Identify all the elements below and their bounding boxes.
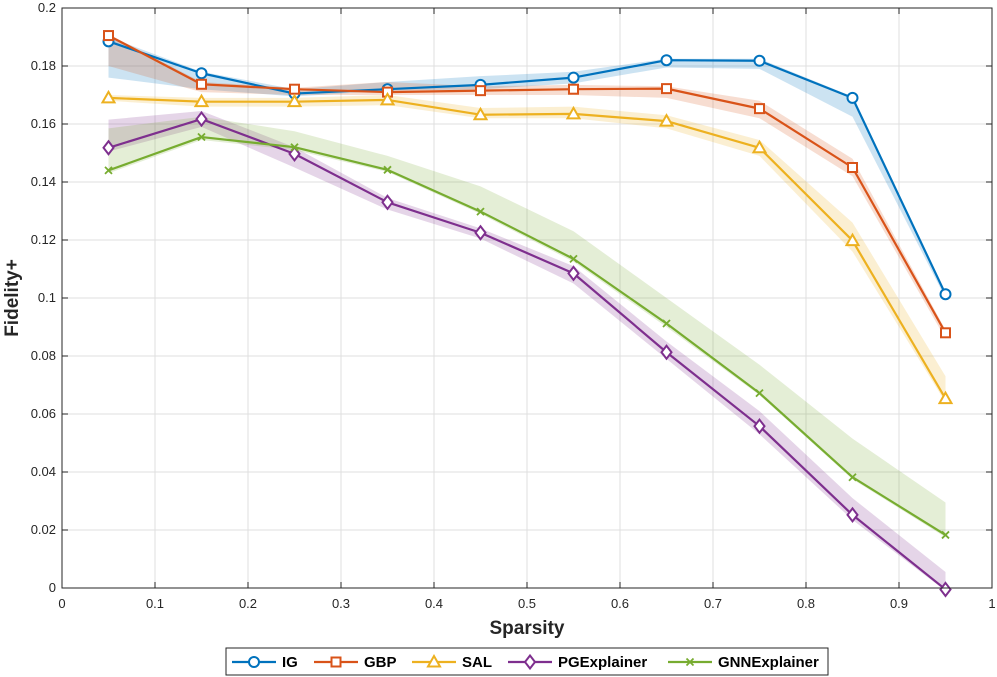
legend-marker-ig [248,656,260,668]
legend-marker-pgexplainer [523,653,537,671]
gnnexplainer-point [662,319,671,328]
gnnexplainer-point [104,166,113,175]
legend-marker-gnnexplainer [685,657,695,667]
sal-point [937,390,954,405]
ig-point [660,54,673,67]
pgexplainer-point [567,265,580,282]
gbp-point [847,162,858,173]
sal-point [100,89,117,104]
ig-line [108,40,947,295]
sal-point [286,93,303,108]
pgexplainer-point [195,110,208,128]
gnnexplainer-point [197,132,206,142]
x-tick-label: 0.4 [425,596,443,611]
sal-point [193,93,210,108]
gbp-line [107,34,947,334]
series-markers [100,30,954,598]
gbp-point [103,30,114,42]
pgexplainer-point [381,194,394,211]
pgexplainer-point [474,224,487,241]
y-tick-label: 0.1 [38,290,56,305]
x-tick-label: 0.8 [797,596,815,611]
y-tick-label: 0.18 [31,58,56,73]
y-tick-label: 0.08 [31,348,56,363]
x-tick-label: 0.5 [518,596,536,611]
x-axis-title: Sparsity [490,618,565,639]
ig-point [195,67,208,80]
pgexplainer-line [108,117,947,591]
x-tick-label: 1 [988,596,995,611]
sal-line [108,96,947,400]
gnnexplainer-point [476,207,485,216]
y-tick-label: 0.12 [31,232,56,247]
legend-marker-gbp [330,656,342,668]
gnnexplainer-point [755,388,764,398]
x-tick-label: 0.3 [332,596,350,611]
gnnexplainer-line [108,135,947,536]
ig-point [753,54,766,67]
legend: IG GBP SAL PGExplainer GNNExplainer [225,647,829,676]
x-tick-label: 0.1 [146,596,164,611]
legend-label-pgexplainer: PGExplainer [558,654,647,671]
x-tick-label: 0.7 [704,596,722,611]
y-axis-title: Fidelity+ [2,259,23,337]
pgexplainer-point [660,344,673,361]
gbp-point [754,103,765,115]
gnnexplainer-point [290,143,299,152]
gbp-point [475,85,486,97]
confidence-bands [108,34,946,591]
gbp-point [661,83,672,95]
pgexplainer-point [753,418,766,435]
legend-items: IG GBP SAL PGExplainer GNNExplainer [232,653,819,671]
y-tick-label: 0.14 [31,174,56,189]
x-tick-label: 0.9 [890,596,908,611]
sal-point [379,91,396,106]
pgexplainer-point [102,139,115,156]
legend-label-gnnexplainer: GNNExplainer [718,654,819,671]
legend-label-sal: SAL [462,654,492,671]
y-tick-label: 0.06 [31,406,56,421]
sal-point [472,106,489,121]
x-tick-label: 0 [58,596,65,611]
gbp-band [108,34,946,339]
legend-marker-sal [426,653,442,668]
pgexplainer-point [939,581,952,598]
ig-point [939,288,952,301]
x-tick-label: 0.2 [239,596,257,611]
ig-point [846,91,859,104]
sal-point [751,139,768,154]
grid [62,8,992,588]
y-tick-label: 0.2 [38,0,56,15]
gnnexplainer-point [941,530,950,540]
y-tick-label: 0 [49,580,56,595]
gnnexplainer-point [383,165,392,174]
y-tick-label: 0.02 [31,522,56,537]
sal-point [658,113,675,127]
gbp-point [940,327,951,339]
legend-label-ig: IG [282,654,298,671]
pgexplainer-point [846,506,859,524]
sal-point [844,232,861,247]
y-tick-label: 0.04 [31,464,56,479]
axis-ticks: 0 0.1 0.2 0.3 0.4 0.5 0.6 0.7 0.8 0.9 1 0 0.02 0.04 0.… [31,0,996,611]
series-lines [107,34,947,591]
y-tick-label: 0.16 [31,116,56,131]
gbp-point [568,83,579,95]
gnnexplainer-point [569,254,578,263]
sal-point [565,105,582,120]
legend-label-gbp: GBP [364,654,397,671]
x-tick-label: 0.6 [611,596,629,611]
gbp-point [196,78,207,90]
gbp-point [289,83,300,95]
ig-point [567,71,580,84]
gnnexplainer-point [848,473,857,482]
